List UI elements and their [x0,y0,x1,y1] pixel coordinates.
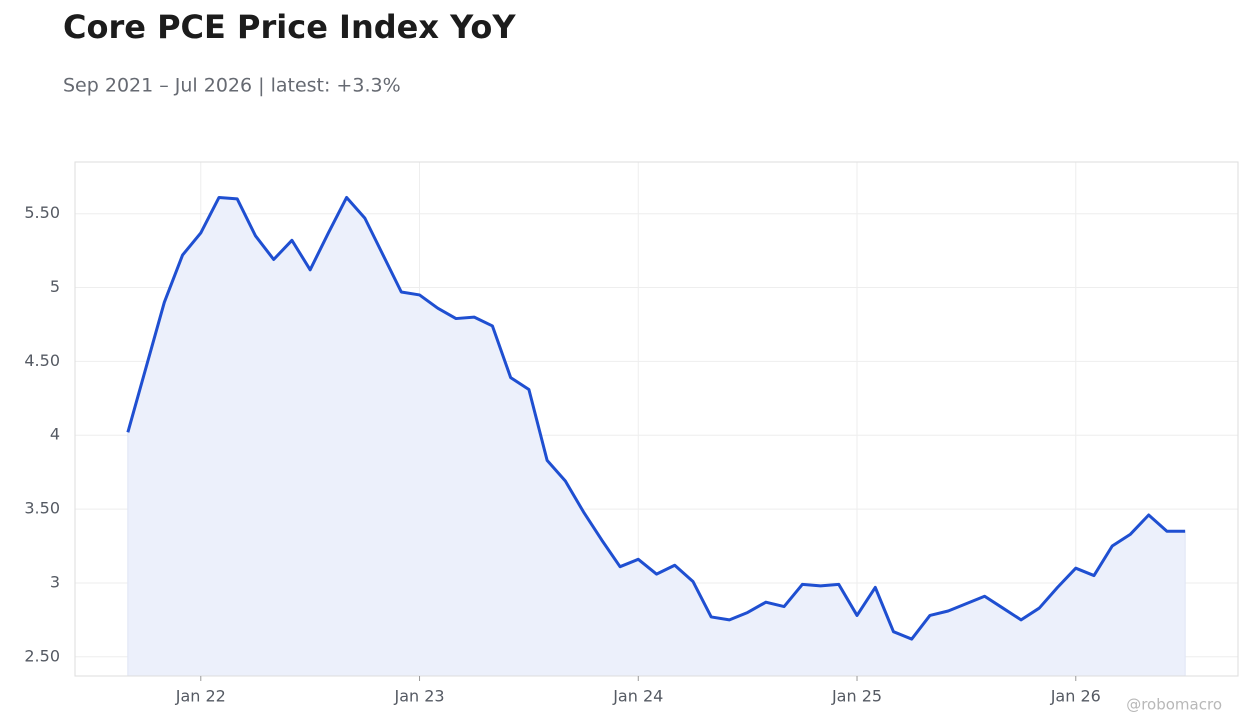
x-tick-label: Jan 25 [831,687,882,706]
y-tick-label: 4.50 [24,351,60,370]
x-tick-label: Jan 24 [612,687,663,706]
y-tick-label: 3 [50,572,60,591]
plot [126,195,1186,677]
x-tick-label: Jan 22 [175,687,226,706]
watermark: @robomacro [1126,696,1222,714]
y-tick-label: 5 [50,277,60,296]
area [127,196,1186,677]
x-tick-label: Jan 26 [1050,687,1101,706]
y-tick-label: 2.50 [24,646,60,665]
y-tick-label: 5.50 [24,203,60,222]
line [126,195,1186,641]
y-tick-label: 3.50 [24,499,60,518]
chart-subtitle: Sep 2021 – Jul 2026 | latest: +3.3% [63,75,401,97]
x-tick-label: Jan 23 [393,687,444,706]
y-tick-label: 4 [50,425,60,444]
plot-frame [74,161,1239,677]
chart-title: Core PCE Price Index YoY [63,8,516,46]
